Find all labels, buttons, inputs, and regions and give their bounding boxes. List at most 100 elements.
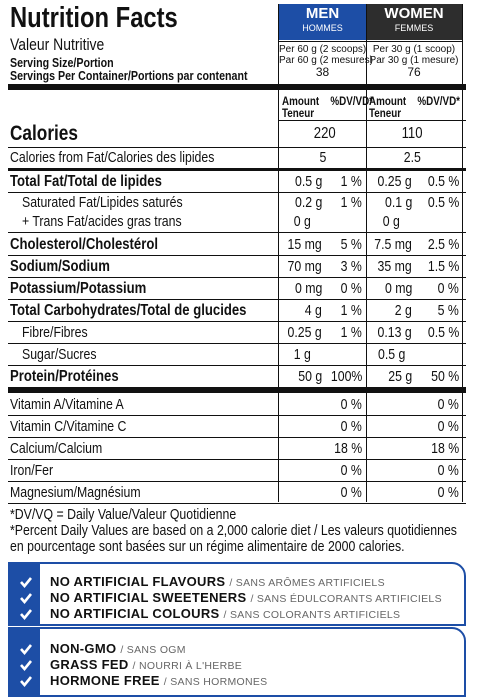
footnote: *DV/VQ = Daily Value/Valeur Quotidienne (10, 506, 237, 523)
rule (8, 192, 466, 193)
rule (8, 299, 466, 300)
claims-box: NON-GMO / SANS OGM GRASS FED / NOURRI À L'H… (8, 627, 466, 697)
men-amount: 0.25 g (287, 324, 322, 341)
men-dv: 0 % (340, 484, 362, 501)
women-servings: 76 (407, 65, 421, 79)
women-dv: 5 % (437, 302, 459, 319)
women-amount: 7.5 mg (374, 236, 412, 253)
teneur-label: Teneur (282, 106, 315, 120)
women-dv: 50 % (430, 368, 459, 385)
rule (8, 437, 466, 438)
women-amount: 0.5 g (378, 346, 406, 363)
column-divider (462, 4, 463, 502)
men-amount: 4 g (304, 302, 322, 319)
men-header: MEN HOMMES (279, 4, 366, 40)
row-label: Sugar/Sucres (22, 346, 97, 363)
check-icon (20, 609, 33, 620)
men-dv: 100% (330, 368, 362, 385)
dv-label: %DV/VD* (417, 94, 461, 108)
claim: NO ARTIFICIAL FLAVOURS / SANS ARÔMES ARTI… (50, 575, 385, 590)
rule (8, 84, 466, 90)
row-label: + Trans Fat/acides gras trans (22, 213, 182, 230)
women-amount: 0 g (382, 213, 400, 230)
claim-en: NO ARTIFICIAL COLOURS (50, 606, 220, 621)
claim-en: HORMONE FREE (50, 673, 160, 688)
rule (8, 387, 466, 393)
men-dv: 3 % (340, 258, 362, 275)
claim: GRASS FED / NOURRI À L'HERBE (50, 658, 242, 673)
men-amount: 0.5 g (294, 173, 322, 190)
men-dv: 0 % (340, 280, 362, 297)
title: Nutrition Facts (10, 2, 178, 34)
check-icon (20, 660, 33, 671)
claim-fr: / SANS ARÔMES ARTIFICIELS (229, 577, 385, 589)
check-icon (20, 676, 33, 687)
women-serving-fr: Par 30 g (1 mesure) (369, 55, 459, 66)
claim-fr: / NOURRI À L'HERBE (132, 660, 243, 672)
men-dv: 0 % (340, 396, 362, 413)
women-serving-en: Per 30 g (1 scoop) (372, 44, 456, 55)
row-label: Total Carbohydrates/Total de glucides (10, 302, 247, 319)
men-amount: 15 mg (287, 236, 322, 253)
row-label: Fibre/Fibres (22, 324, 88, 341)
women-dv: 2.5 % (427, 236, 459, 253)
row-label: Sodium/Sodium (10, 258, 110, 275)
row-label: Calories from Fat/Calories des lipides (10, 149, 215, 166)
men-name-fr: HOMMES (302, 23, 343, 33)
men-dv: 0 % (340, 462, 362, 479)
men-amount: 0 mg (294, 280, 322, 297)
women-header: WOMEN FEMMES (366, 4, 462, 40)
men-amount: 0 g (293, 213, 311, 230)
column-divider (366, 4, 367, 502)
women-amount: 0.25 g (377, 173, 412, 190)
check-icon (20, 644, 33, 655)
women-dv: 0.5 % (427, 173, 459, 190)
vitamin-label: Calcium/Calcium (10, 440, 103, 457)
men-serving-fr: Par 60 g (2 mesures) (279, 55, 373, 66)
men-amount: 50 g (298, 368, 322, 385)
women-amount: 110 (401, 125, 423, 142)
claims-box: NO ARTIFICIAL FLAVOURS / SANS ARÔMES ARTI… (8, 562, 466, 626)
men-dv: 0 % (340, 418, 362, 435)
claim: NO ARTIFICIAL COLOURS / SANS COLORANTS AR… (50, 607, 400, 622)
rule (8, 503, 466, 504)
women-amount: 2.5 (403, 149, 421, 166)
amount-label: Amount (369, 94, 407, 108)
men-serving-en: Per 60 g (2 scoops) (279, 44, 367, 55)
footnote: en pourcentage sont basées sur un régime… (10, 538, 405, 555)
women-serving: Per 30 g (1 scoop) Par 30 g (1 mesure) 7… (366, 44, 462, 79)
men-servings: 38 (315, 65, 330, 79)
men-dv: 18 % (333, 440, 362, 457)
men-amount: 5 (319, 149, 327, 166)
subtitle: Valeur Nutritive (10, 35, 105, 54)
row-label: Protein/Protéines (10, 368, 119, 385)
claim-en: NON-GMO (50, 641, 117, 656)
vitamin-label: Magnesium/Magnésium (10, 484, 141, 501)
vitamin-label: Iron/Fer (10, 462, 54, 479)
men-dv: 1 % (340, 324, 362, 341)
row-label: Saturated Fat/Lipides saturés (22, 194, 183, 211)
claim-fr: / SANS HORMONES (163, 676, 268, 688)
rule (8, 168, 466, 171)
serving-size: Serving Size/Portion (10, 55, 114, 70)
women-dv: 0.5 % (427, 194, 459, 211)
women-dv: 0 % (437, 484, 459, 501)
rule (8, 232, 466, 233)
claim-en: NO ARTIFICIAL SWEETENERS (50, 590, 247, 605)
women-amount: 0.1 g (384, 194, 412, 211)
men-dv: 1 % (340, 194, 362, 211)
women-dv: 0 % (437, 418, 459, 435)
row-label: Total Fat/Total de lipides (10, 173, 162, 190)
row-label: Potassium/Potassium (10, 280, 147, 297)
men-dv: 5 % (340, 236, 362, 253)
row-label: Cholesterol/Cholestérol (10, 236, 158, 253)
men-dv: 1 % (340, 173, 362, 190)
women-name-fr: FEMMES (394, 23, 434, 33)
servings-per: Servings Per Container/Portions par cont… (10, 68, 248, 83)
claim-fr: / SANS ÉDULCORANTS ARTIFICIELS (250, 593, 442, 605)
claim-fr: / SANS OGM (120, 644, 186, 656)
claim-en: GRASS FED (50, 657, 129, 672)
women-dv: 0 % (437, 462, 459, 479)
men-dv: 1 % (340, 302, 362, 319)
